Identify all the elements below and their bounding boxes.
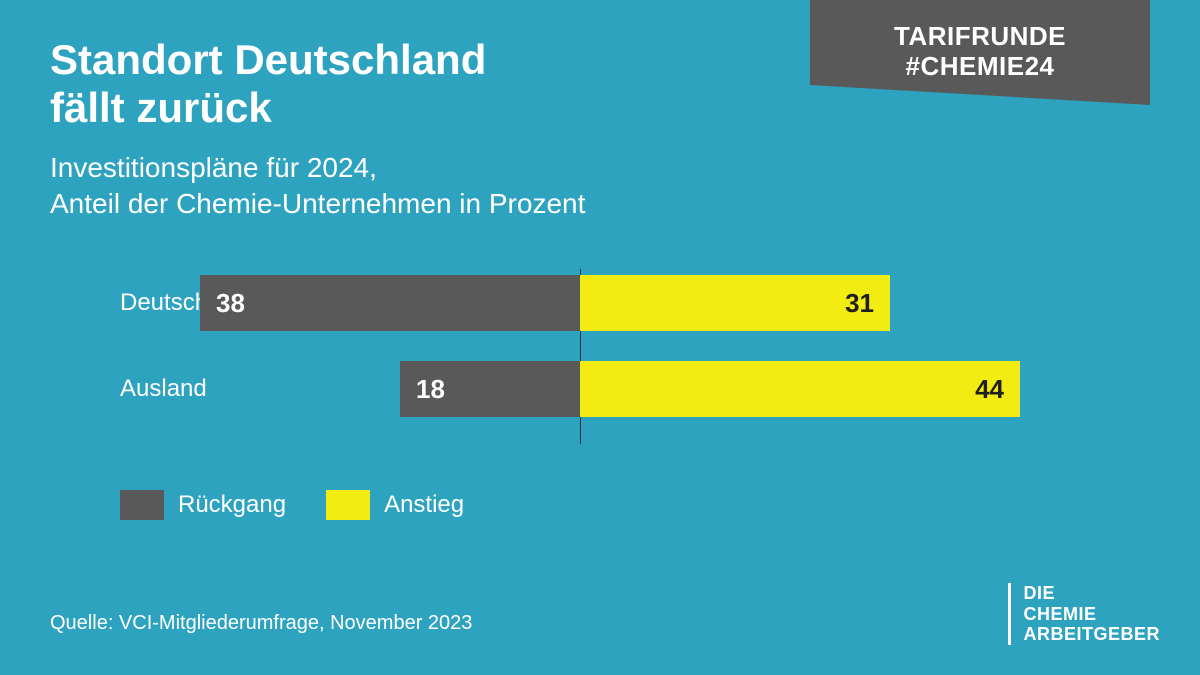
bar-positive: 31 xyxy=(580,275,890,331)
campaign-badge: TARIFRUNDE #CHEMIE24 xyxy=(810,0,1150,120)
subtitle-line-1: Investitionspläne für 2024, xyxy=(50,150,585,186)
bar-negative: 18 xyxy=(400,361,580,417)
legend-swatch xyxy=(326,490,370,520)
legend-swatch xyxy=(120,490,164,520)
source-note: Quelle: VCI-Mitgliederumfrage, November … xyxy=(50,612,472,635)
chart-row-label: Ausland xyxy=(120,361,207,417)
bar-positive: 44 xyxy=(580,361,1020,417)
legend-item: Rückgang xyxy=(120,490,286,520)
legend-label: Rückgang xyxy=(178,491,286,519)
bar-negative: 38 xyxy=(200,275,580,331)
page-title: Standort Deutschland fällt zurück xyxy=(50,36,486,133)
subtitle-line-2: Anteil der Chemie-Unternehmen in Prozent xyxy=(50,186,585,222)
diverging-bar-chart: Deutschland3831 Ausland 1844 xyxy=(120,275,1120,475)
logo-line-2: CHEMIE xyxy=(1023,604,1160,625)
badge-line-2: #CHEMIE24 xyxy=(810,52,1150,82)
chart-legend: Rückgang Anstieg xyxy=(120,490,464,520)
legend-item: Anstieg xyxy=(326,490,464,520)
badge-line-1: TARIFRUNDE xyxy=(810,22,1150,52)
title-line-2: fällt zurück xyxy=(50,84,486,132)
chart-row: Ausland 1844 xyxy=(120,361,1120,417)
title-line-1: Standort Deutschland xyxy=(50,36,486,84)
chart-row: Deutschland3831 xyxy=(120,275,1120,331)
page-subtitle: Investitionspläne für 2024, Anteil der C… xyxy=(50,150,585,223)
logo-line-1: DIE xyxy=(1023,583,1160,604)
logo-line-3: ARBEITGEBER xyxy=(1023,624,1160,645)
infographic-canvas: TARIFRUNDE #CHEMIE24 Standort Deutschlan… xyxy=(0,0,1200,675)
brand-logo: DIE CHEMIE ARBEITGEBER xyxy=(1008,583,1160,645)
badge-text: TARIFRUNDE #CHEMIE24 xyxy=(810,22,1150,82)
legend-label: Anstieg xyxy=(384,491,464,519)
